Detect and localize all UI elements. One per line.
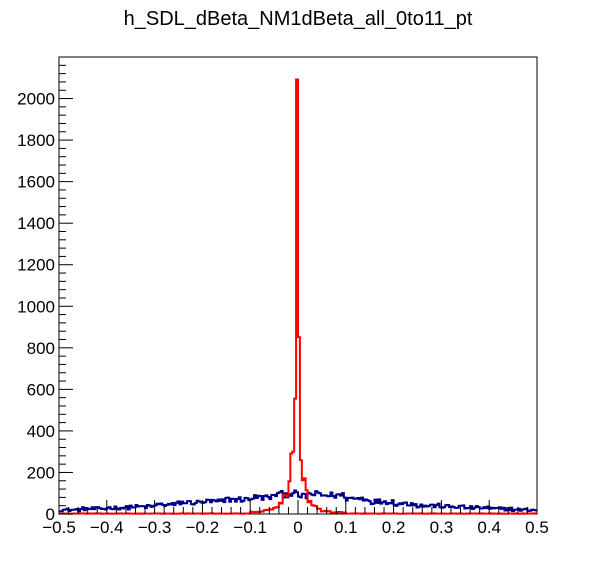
series-line-blue (59, 489, 537, 513)
x-tick-label: −0.5 (42, 518, 76, 537)
x-tick-label: 0.3 (430, 518, 454, 537)
y-tick-label: 1600 (17, 173, 55, 192)
y-tick-label: 0 (46, 505, 55, 524)
x-tick-label: −0.1 (233, 518, 267, 537)
y-tick-label: 1200 (17, 256, 55, 275)
x-tick-label: −0.3 (138, 518, 172, 537)
x-tick-label: 0.2 (382, 518, 406, 537)
x-tick-label: 0 (293, 518, 302, 537)
y-tick-label: 2000 (17, 90, 55, 109)
series-layer (59, 78, 537, 515)
axis-layer: −0.5 −0.4 −0.3 −0.2 −0.1 0 0.1 0.2 0.3 0.4 0.5 0 200… (17, 64, 549, 537)
y-tick-label: 800 (27, 339, 55, 358)
y-tick-label: 1800 (17, 131, 55, 150)
chart-title: h_SDL_dBeta_NM1dBeta_all_0to11_pt (123, 8, 473, 30)
x-tick-label: 0.5 (525, 518, 549, 537)
y-tick-label: 400 (27, 422, 55, 441)
y-tick-label: 1000 (17, 297, 55, 316)
x-tick-label: 0.1 (334, 518, 358, 537)
x-tick-label: −0.2 (186, 518, 220, 537)
x-tick-label: 0.4 (477, 518, 501, 537)
y-tick-label: 200 (27, 463, 55, 482)
y-tick-label: 600 (27, 380, 55, 399)
y-tick-label: 1400 (17, 214, 55, 233)
series-line-red (59, 78, 537, 515)
x-tick-label: −0.4 (90, 518, 124, 537)
